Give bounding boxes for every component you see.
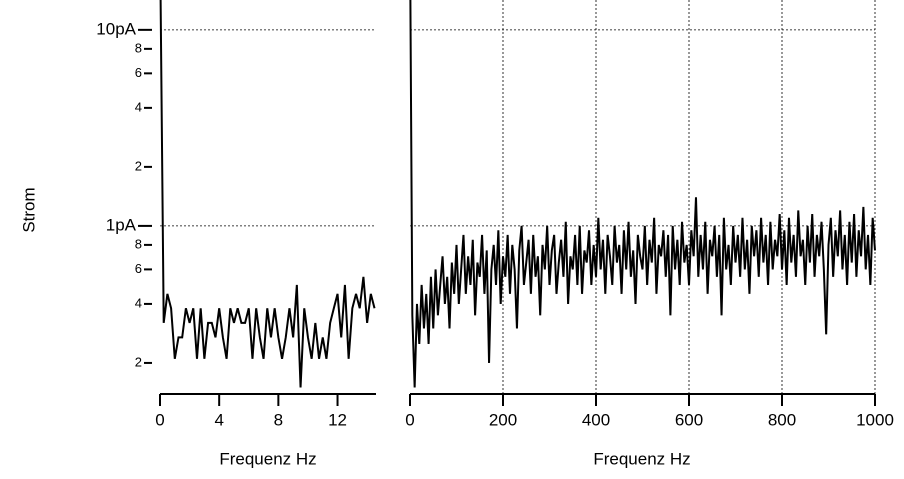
y-tick-label: 1pA xyxy=(106,215,137,234)
x-tick-label: 0 xyxy=(155,410,164,429)
x-axis-title: Frequenz Hz xyxy=(219,449,316,468)
x-tick-label: 4 xyxy=(214,410,223,429)
y-axis-title: Strom xyxy=(19,187,38,232)
y-tick-label: 8 xyxy=(135,40,142,55)
data-line xyxy=(409,0,876,388)
y-tick-label: 2 xyxy=(135,354,142,369)
data-line xyxy=(159,0,376,388)
x-tick-label: 400 xyxy=(582,410,610,429)
y-tick-label: 4 xyxy=(135,99,142,114)
y-tick-label: 8 xyxy=(135,236,142,251)
y-tick-label: 4 xyxy=(135,295,142,310)
y-tick-label: 6 xyxy=(135,261,142,276)
y-tick-label: 6 xyxy=(135,65,142,80)
x-tick-label: 8 xyxy=(274,410,283,429)
x-tick-label: 12 xyxy=(328,410,347,429)
x-axis-title: Frequenz Hz xyxy=(593,449,690,468)
x-tick-label: 600 xyxy=(675,410,703,429)
x-tick-label: 0 xyxy=(405,410,414,429)
y-tick-label: 10pA xyxy=(96,19,136,38)
y-tick-label: 2 xyxy=(135,158,142,173)
x-tick-label: 200 xyxy=(489,410,517,429)
x-tick-label: 1000 xyxy=(856,410,894,429)
x-tick-label: 800 xyxy=(768,410,796,429)
